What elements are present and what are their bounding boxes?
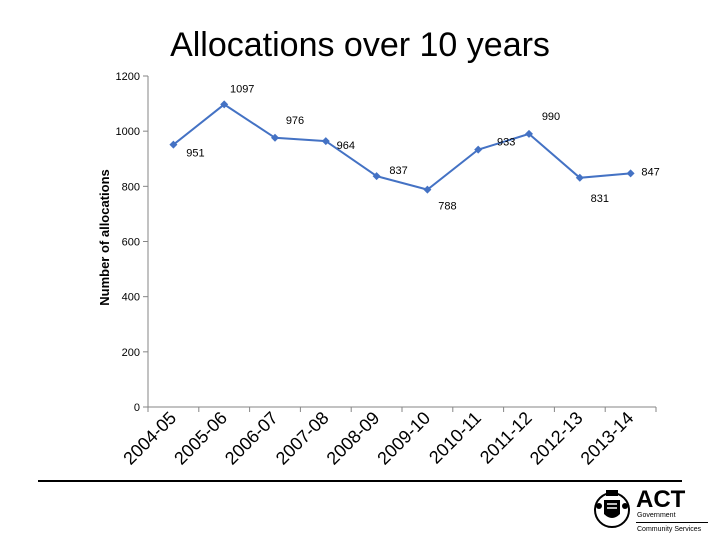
y-axis-title: Number of allocations	[97, 169, 112, 306]
data-label: 837	[389, 165, 407, 177]
coat-of-arms-icon	[594, 490, 630, 528]
data-label: 1097	[230, 83, 254, 95]
logo-government: Government	[637, 512, 676, 519]
line-chart: 0 200 400 600 800 1000 1200 2004-052005-062006-…	[97, 71, 660, 469]
series-line	[172, 103, 631, 191]
data-point	[575, 173, 584, 182]
data-label: 847	[641, 166, 659, 178]
data-point	[474, 145, 483, 154]
act-government-logo: ACT Government Community Services	[592, 486, 712, 536]
logo-wordmark: ACT	[636, 486, 686, 513]
y-tick-label: 0	[134, 402, 140, 414]
data-point	[372, 172, 381, 181]
data-label: 964	[337, 140, 355, 152]
data-point	[525, 129, 533, 138]
data-label: 976	[286, 115, 304, 127]
data-point	[321, 137, 330, 146]
y-tick-label: 200	[122, 347, 140, 359]
data-point	[423, 185, 432, 194]
data-label: 788	[438, 201, 456, 213]
slide-title: Allocations over 10 years	[170, 26, 550, 64]
footer-divider	[38, 480, 682, 482]
data-label: 990	[542, 111, 560, 123]
y-tick-label: 1000	[116, 126, 140, 138]
data-label: 933	[497, 137, 515, 149]
x-tick-label: 2011-12	[476, 408, 536, 468]
x-tick-label: 2006-07	[221, 408, 282, 469]
logo-department: Community Services	[637, 526, 702, 533]
x-tick-label: 2010-11	[425, 408, 485, 468]
data-point	[271, 133, 279, 142]
x-tick-label: 2012-13	[526, 408, 587, 469]
x-tick-label: 2004-05	[119, 408, 180, 469]
x-tick-label: 2008-09	[323, 408, 384, 469]
y-tick-label: 400	[122, 292, 140, 304]
data-label: 831	[591, 193, 609, 205]
data-label: 951	[186, 148, 204, 160]
data-point	[626, 169, 635, 178]
data-point	[169, 140, 178, 149]
x-tick-label: 2009-10	[373, 408, 434, 469]
x-tick-label: 2013-14	[577, 408, 638, 469]
y-tick-label: 1200	[116, 71, 140, 83]
logo-divider	[636, 522, 708, 523]
x-tick-label: 2007-08	[272, 408, 333, 469]
data-point	[220, 100, 229, 109]
y-tick-label: 800	[122, 181, 140, 193]
y-tick-label: 600	[122, 237, 140, 249]
x-tick-label: 2005-06	[170, 408, 231, 469]
